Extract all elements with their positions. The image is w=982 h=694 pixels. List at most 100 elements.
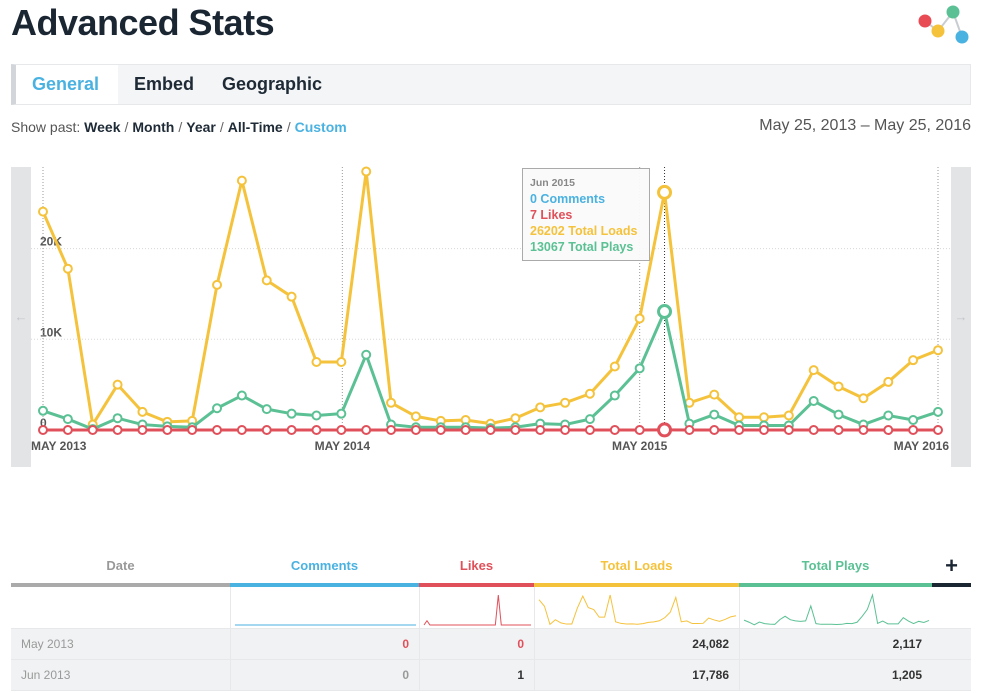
data-point-plays [908,415,919,426]
data-point-loads [386,397,397,408]
sparkline-row [11,587,971,629]
cell-total-loads: 24,082 [534,629,739,660]
y-tick-label: 10K [40,325,62,339]
data-point-plays [609,390,620,401]
table-row[interactable]: Jun 2013 0 1 17,786 1,205 [11,660,971,691]
x-tick-label: MAY 2015 [612,439,668,453]
chart-tooltip: Jun 2015 0 Comments 7 Likes 26202 Total … [522,168,650,261]
filter-month[interactable]: Month [132,119,175,135]
filter-custom[interactable]: Custom [294,119,347,135]
data-point-loads [212,279,223,290]
cell-total-plays: 1,205 [739,660,932,691]
data-point-likes [460,425,471,435]
header-total-loads[interactable]: Total Loads [534,552,739,587]
data-point-likes [286,425,297,435]
data-point-loads [510,413,521,424]
cell-likes: 0 [419,629,534,660]
header-date[interactable]: Date [11,552,230,587]
data-point-likes [758,425,769,435]
header-total-plays[interactable]: Total Plays [739,552,932,587]
data-point-likes [783,425,794,435]
add-column-button[interactable]: + [932,552,971,587]
data-point-likes [87,425,98,435]
data-point-plays [808,395,819,406]
sparkline-comments [230,587,416,629]
data-point-loads [236,175,247,186]
data-point-likes [212,425,223,435]
tab-general[interactable]: General [16,65,118,104]
data-point-likes [435,425,446,435]
cell-comments: 0 [230,629,419,660]
chart-next-button[interactable]: → [951,167,971,467]
data-point-likes [684,425,695,435]
data-point-likes [933,425,943,435]
chart-prev-button[interactable]: ← [11,167,31,467]
data-point-loads [38,206,48,217]
sparkline-empty-cell [11,587,230,629]
data-point-loads [336,356,347,367]
x-tick-label: MAY 2014 [315,439,371,453]
header-comments[interactable]: Comments [230,552,419,587]
cell-date: Jun 2013 [21,668,71,682]
data-point-likes [808,425,819,435]
data-point-plays [657,303,673,319]
data-point-plays [261,404,272,415]
data-point-likes [858,425,869,435]
tab-geographic[interactable]: Geographic [222,74,323,94]
arrow-right-icon: → [954,309,968,324]
data-point-plays [933,406,943,417]
cell-date: May 2013 [21,637,74,651]
data-point-plays [212,403,223,414]
time-filter: Show past: Week / Month / Year / All-Time / Cust… [11,119,347,135]
filter-all-time[interactable]: All-Time [227,119,283,135]
data-point-likes [38,425,48,435]
data-point-plays [38,405,48,416]
tooltip-title: Jun 2015 [530,177,575,189]
tooltip-likes: 7 Likes [530,208,573,222]
data-point-likes [62,424,73,435]
data-point-loads [361,166,372,177]
data-point-loads [137,406,148,417]
cell-likes: 1 [419,660,534,691]
table-row[interactable]: May 2013 0 0 24,082 2,117 [11,629,971,660]
data-point-loads [783,410,794,421]
filter-week[interactable]: Week [84,119,121,135]
data-point-loads [584,388,595,399]
data-point-loads [634,313,645,324]
stats-table: Date Comments Likes Total Loads Total Pl… [11,552,971,691]
x-tick-label: MAY 2016 [894,439,950,453]
data-point-loads [808,365,819,376]
data-point-likes [560,425,571,435]
data-point-likes [410,425,421,435]
data-point-likes [535,425,546,435]
data-point-loads [410,411,421,422]
data-point-plays [361,349,372,360]
data-point-likes [311,425,322,435]
data-point-likes [361,425,372,435]
data-point-likes [162,425,173,435]
logo-icon [918,5,969,44]
filter-year[interactable]: Year [186,119,216,135]
tooltip-loads: 26202 Total Loads [530,224,638,238]
data-point-loads [261,275,272,286]
data-point-loads [286,291,297,302]
data-point-loads [883,376,894,387]
data-point-likes [584,425,595,435]
cell-total-plays: 2,117 [739,629,932,660]
sparkline-total-loads [534,587,737,629]
data-point-likes [261,425,272,435]
tab-embed[interactable]: Embed [134,74,195,94]
separator: / [178,119,183,135]
data-point-likes [833,425,844,435]
cell-comments: 0 [230,660,419,691]
data-point-likes [634,425,645,435]
cell-total-loads: 17,786 [534,660,739,691]
data-point-loads [560,397,571,408]
data-point-loads [62,263,73,274]
data-point-loads [858,393,869,404]
header-likes[interactable]: Likes [419,552,534,587]
data-point-likes [908,425,919,435]
date-range: May 25, 2013 – May 25, 2016 [759,117,971,134]
data-point-loads [758,412,769,423]
